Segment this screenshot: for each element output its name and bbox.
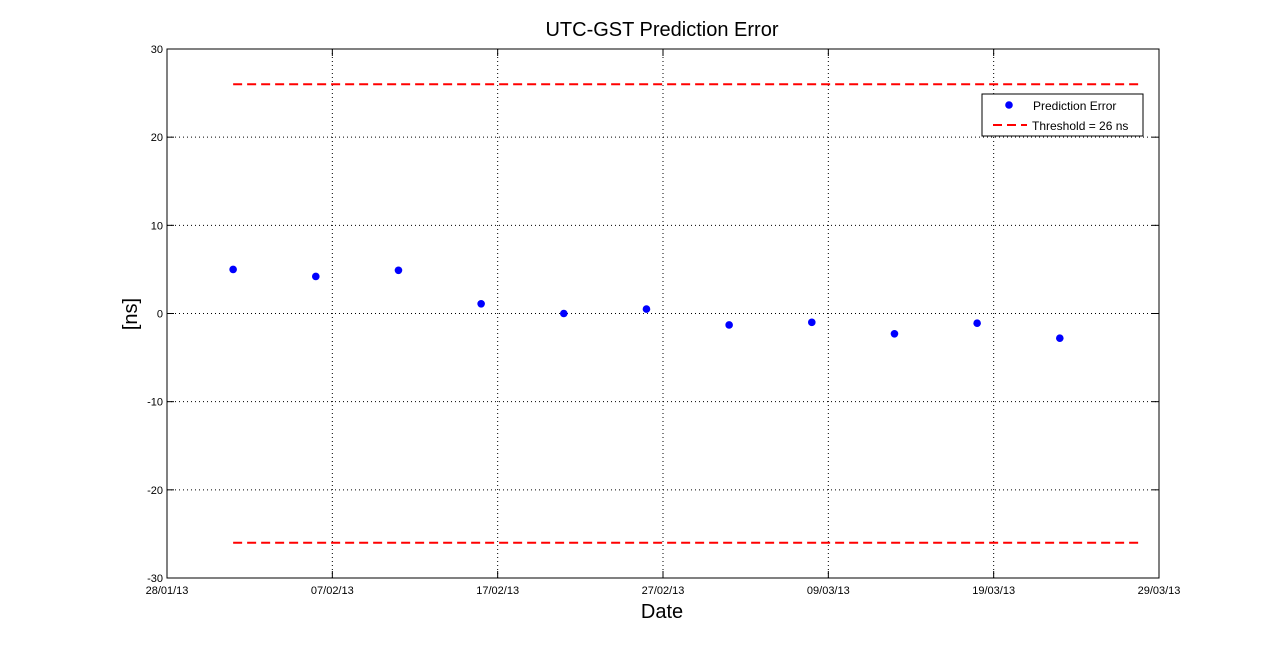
legend-marker-prediction-error xyxy=(1005,101,1013,109)
prediction-error-point xyxy=(394,266,403,275)
x-tick-label: 29/03/13 xyxy=(1138,585,1181,597)
prediction-error-point xyxy=(229,265,237,274)
y-tick-label: 10 xyxy=(151,220,163,232)
prediction-error-point xyxy=(808,318,816,327)
y-tick-label: -30 xyxy=(147,573,163,585)
y-tick-label: -20 xyxy=(147,485,163,497)
plot-frame xyxy=(166,48,1160,579)
prediction-error-point xyxy=(973,319,981,327)
y-tick-label: 30 xyxy=(151,44,163,56)
prediction-error-point xyxy=(1056,334,1064,342)
x-tick-label: 17/02/13 xyxy=(476,585,519,597)
chart-title: UTC-GST Prediction Error xyxy=(545,19,778,41)
x-tick-label: 27/02/13 xyxy=(642,585,685,597)
x-tick-label: 28/01/13 xyxy=(146,585,189,597)
prediction-error-point xyxy=(312,272,320,281)
y-tick-label: 0 xyxy=(157,309,163,321)
y-tick-labels: -30 -20 -10 0 10 20 30 xyxy=(147,44,163,585)
threshold-lines xyxy=(233,83,1143,544)
prediction-error-points xyxy=(229,265,1064,342)
legend-label-prediction-error: Prediction Error xyxy=(1033,99,1116,113)
legend: Prediction Error Threshold = 26 ns xyxy=(981,93,1144,137)
y-tick-label: -10 xyxy=(147,397,163,409)
x-tick-label: 07/02/13 xyxy=(311,585,354,597)
grid xyxy=(167,49,1159,578)
x-tick-label: 19/03/13 xyxy=(972,585,1015,597)
prediction-error-point xyxy=(725,321,733,329)
prediction-error-point xyxy=(642,305,651,313)
legend-box xyxy=(981,93,1144,137)
legend-label-threshold: Threshold = 26 ns xyxy=(1032,119,1128,133)
y-tick-label: 20 xyxy=(151,132,163,144)
x-axis-label: Date xyxy=(641,601,683,623)
x-tick-labels: 28/01/13 07/02/13 17/02/13 27/02/13 09/03/13… xyxy=(146,585,1181,597)
x-tick-label: 09/03/13 xyxy=(807,585,850,597)
prediction-error-point xyxy=(477,300,485,308)
prediction-error-point xyxy=(560,309,568,318)
y-axis-label: [ns] xyxy=(120,298,142,330)
prediction-error-point xyxy=(890,329,899,338)
